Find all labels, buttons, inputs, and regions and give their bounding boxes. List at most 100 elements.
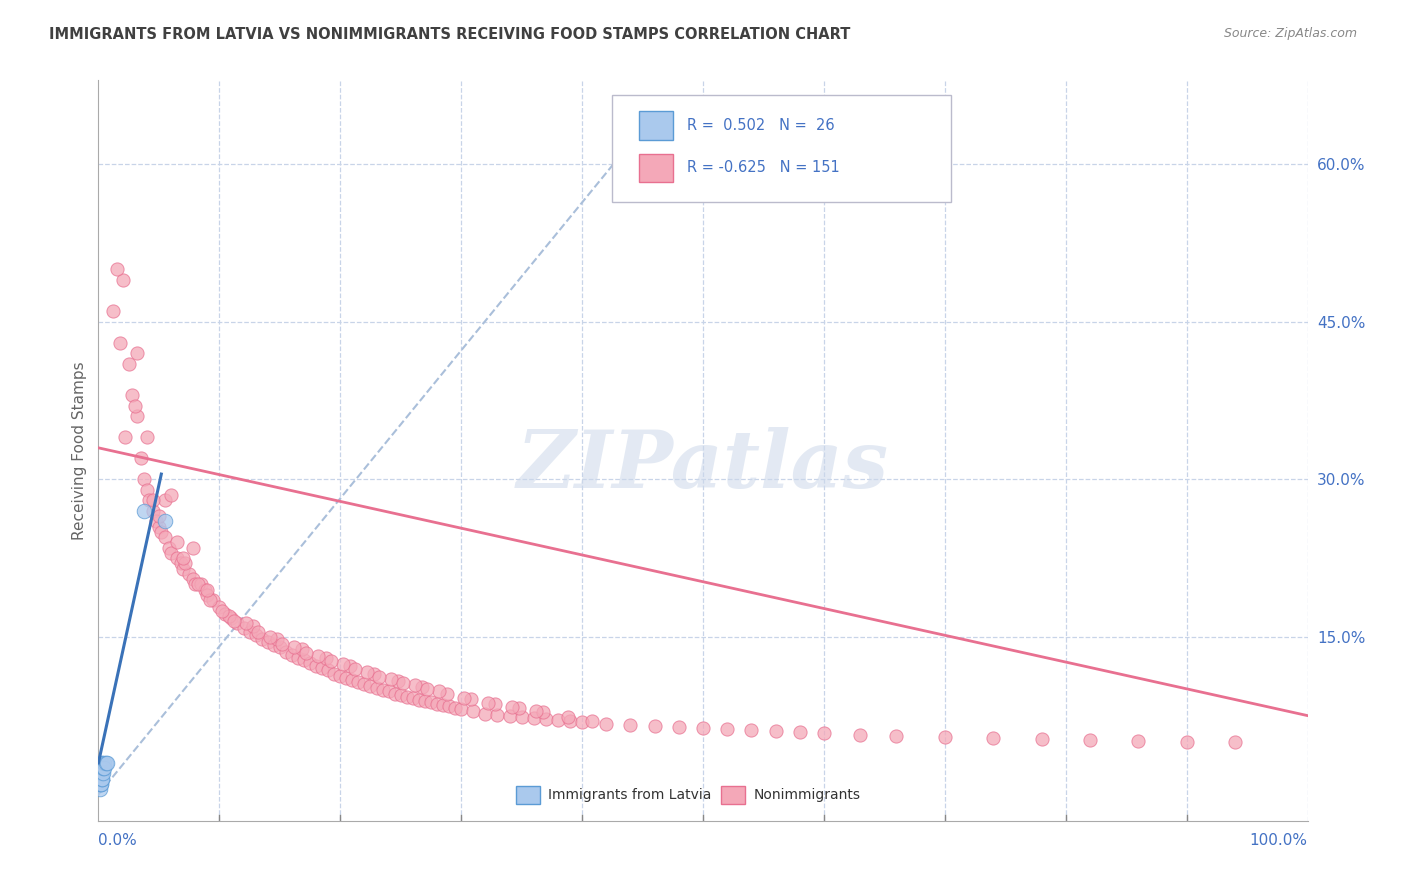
Point: [595, 717, 617, 731]
Point: [886, 729, 908, 743]
Point: [380, 672, 402, 686]
Point: [474, 706, 496, 721]
Point: [377, 684, 399, 698]
Point: [789, 725, 811, 739]
Point: [765, 724, 787, 739]
Point: [287, 651, 309, 665]
Point: [450, 702, 472, 716]
Point: [101, 304, 124, 318]
Point: [184, 577, 207, 591]
Point: [299, 656, 322, 670]
Point: [148, 509, 170, 524]
Point: [239, 624, 262, 639]
Point: [368, 670, 391, 684]
Point: [114, 430, 136, 444]
Point: [1078, 732, 1101, 747]
Point: [96, 756, 118, 770]
Point: [343, 662, 366, 676]
Point: [90, 772, 112, 786]
Point: [411, 680, 433, 694]
Point: [571, 714, 593, 729]
Point: [232, 622, 254, 636]
Point: [668, 720, 690, 734]
Point: [174, 557, 197, 571]
Text: ZIPatlas: ZIPatlas: [517, 426, 889, 504]
Point: [281, 648, 304, 662]
Point: [332, 657, 354, 672]
Point: [444, 701, 467, 715]
Point: [486, 707, 509, 722]
Point: [89, 772, 111, 786]
Point: [432, 698, 454, 712]
Point: [271, 637, 294, 651]
Point: [91, 772, 114, 786]
Point: [1175, 735, 1198, 749]
Point: [259, 630, 281, 644]
Point: [319, 654, 342, 668]
Point: [89, 772, 111, 786]
Text: 0.0%: 0.0%: [98, 833, 138, 848]
Point: [315, 651, 337, 665]
Point: [145, 514, 167, 528]
Point: [89, 777, 111, 791]
Point: [477, 696, 499, 710]
Point: [510, 709, 533, 723]
Point: [392, 676, 415, 690]
Point: [142, 504, 165, 518]
Point: [245, 628, 267, 642]
Point: [138, 493, 160, 508]
Point: [283, 640, 305, 655]
Point: [416, 682, 439, 697]
Text: R =  0.502   N =  26: R = 0.502 N = 26: [688, 118, 835, 133]
Point: [463, 705, 485, 719]
Point: [453, 690, 475, 705]
Point: [404, 678, 426, 692]
Point: [208, 600, 231, 615]
FancyBboxPatch shape: [638, 112, 673, 139]
Point: [226, 616, 249, 631]
Point: [153, 530, 176, 544]
Point: [181, 572, 204, 586]
Point: [339, 659, 361, 673]
Point: [150, 524, 173, 539]
Point: [127, 346, 149, 360]
Point: [242, 619, 264, 633]
Point: [316, 664, 339, 678]
Point: [211, 604, 233, 618]
Point: [1128, 734, 1150, 748]
Point: [426, 697, 449, 711]
Point: [557, 709, 579, 723]
Point: [311, 661, 333, 675]
Point: [172, 561, 194, 575]
Point: [402, 690, 425, 705]
Point: [148, 519, 170, 533]
Point: [501, 700, 523, 714]
Point: [256, 635, 278, 649]
Point: [124, 399, 146, 413]
Point: [395, 690, 418, 704]
Point: [266, 632, 288, 646]
Point: [716, 723, 738, 737]
Point: [198, 593, 221, 607]
Point: [274, 644, 297, 658]
Point: [160, 488, 183, 502]
Point: [371, 683, 394, 698]
Point: [222, 614, 245, 628]
Point: [692, 721, 714, 735]
Text: 100.0%: 100.0%: [1250, 833, 1308, 848]
Point: [135, 430, 157, 444]
Point: [214, 607, 236, 621]
Text: IMMIGRANTS FROM LATVIA VS NONIMMIGRANTS RECEIVING FOOD STAMPS CORRELATION CHART: IMMIGRANTS FROM LATVIA VS NONIMMIGRANTS …: [49, 27, 851, 42]
FancyBboxPatch shape: [638, 153, 673, 182]
Point: [90, 761, 112, 775]
Text: Source: ZipAtlas.com: Source: ZipAtlas.com: [1223, 27, 1357, 40]
Point: [408, 693, 430, 707]
Point: [508, 701, 530, 715]
Point: [194, 582, 217, 597]
FancyBboxPatch shape: [613, 95, 950, 202]
Point: [342, 673, 364, 687]
Point: [91, 766, 114, 780]
Point: [308, 648, 330, 663]
Point: [524, 705, 547, 719]
Point: [187, 577, 209, 591]
